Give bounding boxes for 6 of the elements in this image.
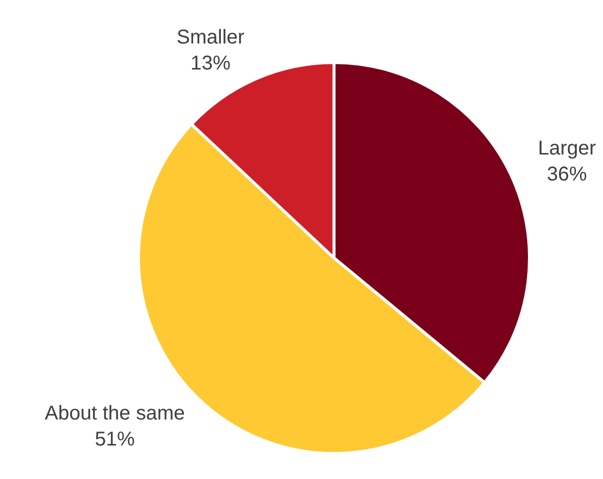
data-label: 13% <box>190 52 231 75</box>
data-label: 51% <box>94 428 136 451</box>
data-label: 36% <box>546 164 588 186</box>
slice-label: Smaller <box>176 26 245 49</box>
slice-label: Larger <box>538 138 596 160</box>
slice-label: About the same <box>44 402 185 425</box>
